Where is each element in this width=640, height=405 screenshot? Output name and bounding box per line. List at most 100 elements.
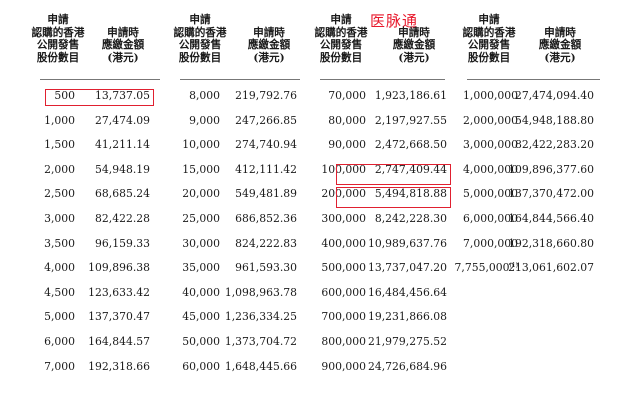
- header-line: 公開發售: [319, 39, 363, 52]
- cell-value: 19,231,866.08: [368, 310, 447, 324]
- amount-cell: 2,197,927.55: [375, 114, 447, 127]
- shares-cell: 60,000: [182, 360, 220, 373]
- cell-value: 5,000,000: [463, 187, 518, 201]
- cell-value: 219,792.76: [235, 89, 297, 102]
- cell-value: 500,000: [321, 261, 366, 275]
- amount-cell: 109,896,377.60: [508, 163, 594, 176]
- shares-cell: 7,000,000: [463, 237, 518, 250]
- cell-value: 1,098,963.78: [224, 285, 297, 299]
- amount-cell: 21,979,275.52: [368, 335, 447, 348]
- amount-cell: 8,242,228.30: [375, 212, 447, 225]
- shares-cell: 2,000: [44, 163, 75, 176]
- header-rule: [320, 79, 445, 80]
- shares-cell: 25,000: [182, 212, 220, 225]
- cell-value: 7,000,000: [463, 236, 518, 250]
- cell-value: 27,474.09: [95, 113, 150, 127]
- amount-cell: 1,236,334.25: [225, 310, 297, 323]
- cell-value: 700,000: [321, 310, 366, 324]
- header-line: 申請: [330, 14, 352, 26]
- cell-value: 25,000: [182, 212, 220, 225]
- table-row: 2,500 68,685.24 20,000 549,481.89 200,000 5,4…: [0, 187, 640, 212]
- amount-cell: 82,422,283.20: [515, 138, 594, 151]
- highlight-box-100000: [336, 164, 451, 185]
- cell-value: 2,000: [44, 162, 75, 176]
- cell-value: 16,484,456.64: [368, 285, 447, 299]
- header-rule: [467, 79, 600, 80]
- cell-value: 2,472,668.50: [374, 138, 447, 152]
- shares-cell: 400,000: [321, 237, 366, 250]
- cell-value: 68,685.24: [95, 187, 150, 201]
- shares-cell: 7,000: [44, 360, 75, 373]
- header-line: 股份數目: [178, 51, 222, 64]
- header-line: 公開發售: [36, 39, 80, 52]
- cell-value: 109,896,377.60: [508, 162, 594, 176]
- table-row: 4,000 109,896.38 35,000 961,593.30 500,000 13…: [0, 261, 640, 286]
- shares-cell: 8,000: [189, 89, 220, 102]
- shares-cell: 4,000,000: [463, 163, 518, 176]
- cell-value: 45,000: [182, 310, 220, 324]
- shares-cell: 7,755,000(1): [455, 261, 518, 274]
- shares-cell: 500,000: [321, 261, 366, 274]
- table-row: 2,000 54,948.19 15,000 412,111.42 100,000 2,7…: [0, 163, 640, 188]
- header-line: 股份數目: [319, 51, 363, 64]
- table-row: 500 13,737.05 8,000 219,792.76 70,000 1,923,1…: [0, 89, 640, 114]
- cell-value: 10,000: [182, 138, 220, 152]
- cell-value: 7,000: [44, 359, 75, 373]
- amount-cell: 10,989,637.76: [368, 237, 447, 250]
- cell-value: 9,000: [189, 113, 220, 127]
- cell-value: 4,000: [44, 261, 75, 275]
- cell-value: 164,844.57: [88, 335, 150, 348]
- amount-cell: 27,474,094.40: [515, 89, 594, 102]
- cell-value: 1,000,000: [463, 89, 518, 102]
- cell-value: 192,318,660.80: [508, 236, 594, 250]
- shares-cell: 10,000: [182, 138, 220, 151]
- cell-value: 5,000: [44, 310, 75, 324]
- amount-cell: 137,370,472.00: [508, 187, 594, 200]
- cell-value: 13,737.05: [95, 89, 150, 102]
- amount-cell: 5,494,818.88: [375, 187, 447, 200]
- cell-value: 10,989,637.76: [368, 236, 447, 250]
- table-row: 3,500 96,159.33 30,000 824,222.83 400,000 10,…: [0, 237, 640, 262]
- cell-value: 1,373,704.72: [224, 335, 297, 348]
- header-line: 應繳金額: [247, 39, 291, 52]
- header-line: 申請: [47, 14, 69, 26]
- shares-cell: 100,000: [321, 163, 366, 176]
- cell-value: 900,000: [321, 359, 366, 373]
- cell-value: 40,000: [182, 285, 220, 299]
- cell-value: 60,000: [182, 359, 220, 373]
- cell-value: 400,000: [321, 236, 366, 250]
- shares-cell: 300,000: [321, 212, 366, 225]
- shares-cell: 15,000: [182, 163, 220, 176]
- cell-value: 90,000: [328, 138, 366, 152]
- cell-value: 137,370,472.00: [508, 187, 594, 201]
- cell-value: 300,000: [321, 212, 366, 225]
- column-header-5: 申請 認購的香港 公開發售 股份數目: [301, 14, 381, 64]
- amount-cell: 16,484,456.64: [368, 286, 447, 299]
- cell-value: 13,737,047.20: [368, 261, 447, 275]
- cell-value: 21,979,275.52: [368, 335, 447, 348]
- cell-value: 80,000: [328, 113, 366, 127]
- shares-cell: 5,000,000: [463, 187, 518, 200]
- shares-cell: 6,000,000: [463, 212, 518, 225]
- cell-value: 27,474,094.40: [515, 89, 594, 102]
- cell-value: 274,740.94: [235, 138, 297, 152]
- cell-value: 4,000,000: [463, 162, 518, 176]
- highlight-box-row1: [45, 89, 154, 106]
- cell-value: 6,000,000: [463, 212, 518, 225]
- table-row: 1,000 27,474.09 9,000 247,266.85 80,000 2,197…: [0, 114, 640, 139]
- cell-value: 247,266.85: [235, 113, 297, 127]
- cell-value: 3,000: [44, 212, 75, 225]
- cell-value: 50,000: [182, 335, 220, 348]
- cell-value: 24,726,684.96: [368, 359, 447, 373]
- header-line: 應繳金額: [392, 39, 436, 52]
- column-header-3: 申請 認購的香港 公開發售 股份數目: [160, 14, 240, 64]
- cell-value: 500: [54, 89, 75, 102]
- header-line: 認購的香港: [31, 26, 85, 39]
- shares-cell: 3,000,000: [463, 138, 518, 151]
- cell-value: 15,000: [182, 162, 220, 176]
- shares-cell: 700,000: [321, 310, 366, 323]
- cell-value: 70,000: [328, 89, 366, 102]
- header-line: 股份數目: [467, 51, 511, 64]
- amount-cell: 137,370.47: [88, 310, 150, 323]
- column-header-1: 申請 認購的香港 公開發售 股份數目: [18, 14, 98, 64]
